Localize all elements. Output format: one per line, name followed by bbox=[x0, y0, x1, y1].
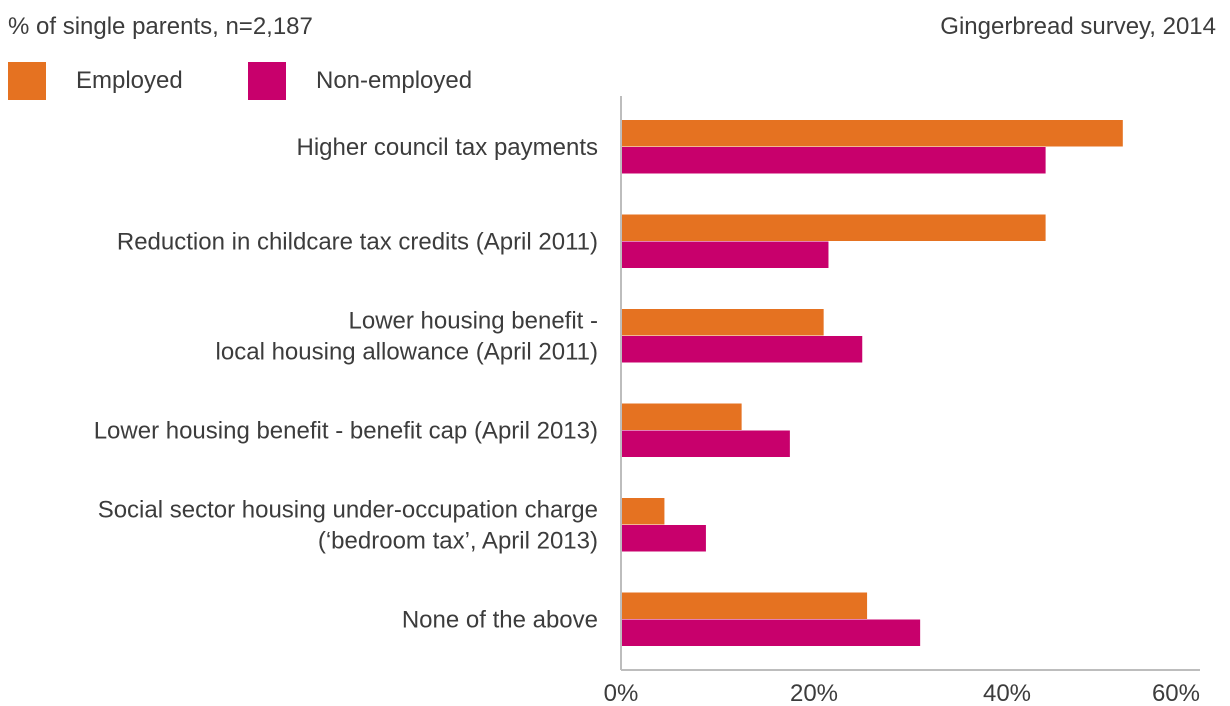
category-label-6: None of the above bbox=[402, 607, 598, 634]
chart-source: Gingerbread survey, 2014 bbox=[940, 13, 1216, 40]
bar-employed-3 bbox=[621, 309, 824, 336]
x-tick-label-4: 60% bbox=[1152, 680, 1200, 706]
category-label-3: Lower housing benefit - local housing all… bbox=[216, 308, 598, 366]
category-label-5: Social sector housing under-occupation c… bbox=[98, 497, 598, 555]
category-label-4: Lower housing benefit - benefit cap (Apr… bbox=[94, 418, 598, 445]
legend-label-non-employed: Non-employed bbox=[316, 67, 473, 94]
category-label-line: Reduction in childcare tax credits (Apri… bbox=[117, 229, 598, 256]
category-label-line: Higher council tax payments bbox=[297, 134, 598, 161]
bar-non-employed-2 bbox=[621, 241, 829, 268]
category-label-2: Reduction in childcare tax credits (Apri… bbox=[117, 229, 598, 256]
chart-subtitle: % of single parents, n=2,187 bbox=[8, 13, 313, 40]
bar-non-employed-1 bbox=[621, 147, 1046, 174]
category-label-line: None of the above bbox=[402, 607, 598, 634]
bar-employed-1 bbox=[621, 120, 1123, 147]
bar-non-employed-3 bbox=[621, 336, 863, 363]
legend-swatch-employed bbox=[8, 62, 46, 100]
legend-swatch-non-employed bbox=[248, 62, 286, 100]
bar-non-employed-5 bbox=[621, 525, 706, 552]
legend-label-employed: Employed bbox=[76, 67, 183, 94]
x-tick-label-2: 20% bbox=[790, 680, 838, 706]
category-label-line: Lower housing benefit - benefit cap (Apr… bbox=[94, 418, 598, 445]
category-label-1: Higher council tax payments bbox=[297, 134, 598, 161]
category-label-line: Social sector housing under-occupation c… bbox=[98, 497, 598, 524]
bar-employed-4 bbox=[621, 403, 742, 430]
bar-employed-5 bbox=[621, 498, 665, 525]
category-label-line: local housing allowance (April 2011) bbox=[216, 339, 598, 366]
bar-non-employed-4 bbox=[621, 430, 790, 457]
x-tick-label-3: 40% bbox=[983, 680, 1031, 706]
bar-employed-6 bbox=[621, 592, 868, 619]
bar-employed-2 bbox=[621, 214, 1046, 241]
category-label-line: (‘bedroom tax’, April 2013) bbox=[318, 528, 598, 555]
category-label-line: Lower housing benefit - bbox=[349, 308, 599, 335]
x-tick-label-1: 0% bbox=[604, 680, 639, 706]
bar-non-employed-6 bbox=[621, 619, 921, 646]
